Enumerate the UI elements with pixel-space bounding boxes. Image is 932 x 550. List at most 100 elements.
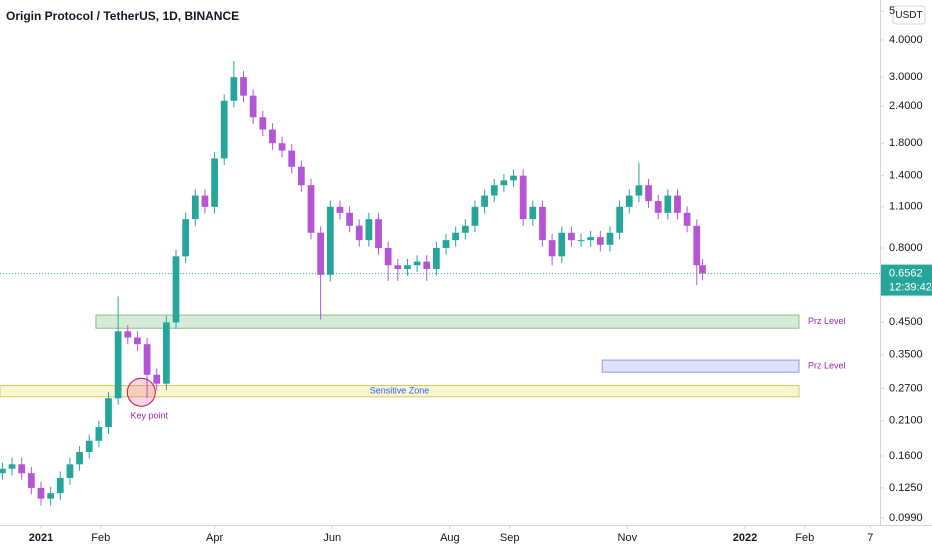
candle-body (114, 331, 122, 399)
candle-body (433, 247, 440, 269)
candle-body (423, 261, 431, 269)
candle-body (326, 206, 334, 275)
chart-title: Origin Protocol / TetherUS, 1D, BINANCE (6, 9, 239, 23)
candle-body (539, 206, 546, 241)
zone (601, 359, 800, 373)
candle-body (182, 219, 190, 257)
candle-body (510, 175, 517, 181)
x-tick-label: Feb (795, 532, 814, 544)
candle-body (172, 256, 180, 323)
candle-body (66, 464, 74, 478)
candle-body (587, 237, 595, 241)
candle-body (645, 185, 652, 202)
candle-body (384, 247, 392, 266)
y-tick-label: 0.1600 (889, 450, 923, 462)
x-tick-label: Feb (91, 532, 110, 544)
y-tick-label: 2.4000 (889, 100, 923, 112)
candle-body (162, 322, 170, 384)
candle-body (699, 265, 706, 274)
zone-label: Sensitive Zone (370, 386, 430, 396)
countdown: 12:39:42 (889, 281, 932, 293)
candle-body (153, 374, 161, 384)
x-tick-label: Sep (500, 532, 520, 544)
x-tick-label: Nov (618, 532, 638, 544)
x-tick-label: 2021 (29, 532, 53, 544)
candle-body (500, 180, 508, 186)
candle-body (143, 344, 151, 375)
y-tick-label: 0.4500 (889, 316, 923, 328)
candle-body (693, 225, 701, 266)
zone (95, 314, 800, 329)
y-tick-label: 1.8000 (889, 137, 923, 149)
candle-body (664, 195, 672, 213)
y-tick-label: 0.1250 (889, 482, 923, 494)
zone (0, 385, 800, 398)
candle-body (529, 206, 537, 220)
candle-body (375, 219, 382, 248)
candle-body (240, 77, 247, 96)
candle-body (201, 195, 209, 207)
y-tick-label: 3.0000 (889, 71, 923, 83)
candle-body (346, 212, 353, 226)
candle-body (211, 158, 218, 207)
candle-body (635, 185, 643, 196)
candle-body (8, 464, 16, 469)
candle-body (568, 232, 575, 241)
candle-body (56, 477, 64, 494)
x-tick-label: Jun (323, 532, 341, 544)
candle-body (616, 206, 623, 233)
candle-body (558, 232, 566, 257)
candle-body (365, 219, 373, 241)
candle-body (105, 398, 112, 428)
y-tick-label: 1.4000 (889, 170, 923, 182)
candle-body (278, 143, 286, 151)
candle-body (191, 195, 199, 220)
candle-body (654, 201, 662, 213)
candle-body (577, 240, 585, 242)
candle-body (461, 225, 469, 233)
candle-body (596, 237, 604, 245)
y-tick-label: 5 (889, 5, 895, 17)
candle-body (471, 206, 479, 226)
y-tick-label: 0.2700 (889, 382, 923, 394)
candle-body (519, 175, 527, 220)
candle-body (259, 117, 267, 130)
candle-body (490, 185, 498, 196)
y-tick-label: 0.2100 (889, 415, 923, 427)
candle-body (37, 487, 45, 499)
candle-body (288, 150, 296, 167)
zone-side-label: Prz Level (808, 316, 846, 326)
candle-body (394, 265, 402, 269)
candle-body (85, 440, 93, 453)
currency-badge[interactable] (892, 5, 926, 25)
candle-body (481, 195, 488, 207)
y-tick-label: 1.1000 (889, 201, 923, 213)
candle-body (404, 265, 411, 269)
y-tick-label: 0.3500 (889, 349, 923, 361)
x-tick-label: Aug (440, 532, 460, 544)
y-tick-label: 4.0000 (889, 34, 923, 46)
x-tick-label: 7 (867, 532, 873, 544)
candle-body (47, 493, 55, 499)
candle-body (548, 240, 556, 257)
candle-body (27, 473, 35, 488)
candle-body (625, 195, 633, 207)
y-tick-label: 0.0990 (889, 512, 923, 524)
candle-body (674, 195, 681, 213)
candle-body (249, 95, 257, 118)
candle-body (297, 166, 305, 186)
candle-body (0, 468, 6, 474)
currency: USDT (895, 10, 922, 21)
candle-body (307, 185, 315, 233)
candle-body (230, 77, 238, 101)
x-tick-label: Apr (206, 532, 223, 544)
candle-body (452, 232, 460, 241)
candle-body (413, 261, 421, 266)
key-point-label: Key point (131, 411, 169, 421)
candle-body (134, 337, 141, 345)
candle-body (606, 232, 614, 245)
candle-body (124, 331, 132, 338)
key-point (126, 377, 156, 407)
